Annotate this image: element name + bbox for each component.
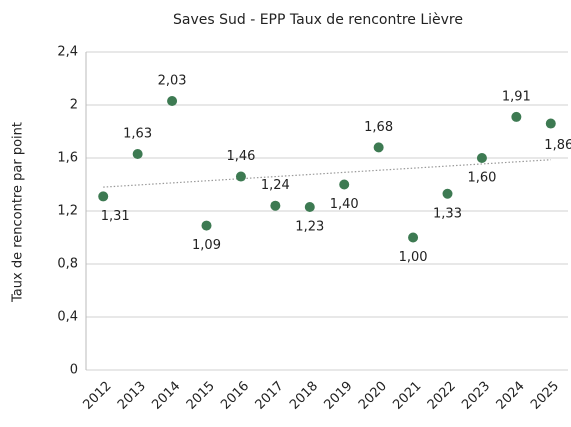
data-label: 1,31 xyxy=(101,209,130,224)
y-tick-label: 0,4 xyxy=(57,310,78,325)
data-point xyxy=(442,188,453,199)
data-point xyxy=(373,142,384,153)
x-tick-label: 2025 xyxy=(528,379,562,413)
data-point xyxy=(511,111,522,122)
data-label: 1,68 xyxy=(364,120,393,135)
data-label: 1,86 xyxy=(544,138,571,153)
chart-title: Saves Sud - EPP Taux de rencontre Lièvre xyxy=(173,12,463,28)
x-tick-label: 2014 xyxy=(149,379,183,413)
x-tick-label: 2023 xyxy=(459,379,493,413)
x-tick-label: 2024 xyxy=(494,379,528,413)
data-point xyxy=(304,202,315,213)
x-tick-label: 2013 xyxy=(115,379,149,413)
y-tick-label: 2,4 xyxy=(57,45,78,60)
data-label: 1,09 xyxy=(192,238,221,253)
x-tick-label: 2017 xyxy=(253,379,287,413)
y-tick-label: 2 xyxy=(70,98,78,113)
data-point xyxy=(476,153,487,163)
x-tick-label: 2012 xyxy=(81,379,115,413)
data-label: 1,60 xyxy=(467,171,496,186)
data-point xyxy=(270,200,281,211)
x-tick-label: 2018 xyxy=(287,379,321,413)
data-label: 1,46 xyxy=(226,149,255,164)
data-label: 1,40 xyxy=(330,197,359,212)
x-tick-label: 2021 xyxy=(390,379,424,413)
data-label: 1,00 xyxy=(399,250,428,265)
data-point xyxy=(98,191,109,202)
data-point xyxy=(545,118,556,129)
y-tick-label: 0 xyxy=(70,363,78,378)
data-point xyxy=(201,220,212,231)
data-point xyxy=(132,149,143,160)
x-tick-label: 2019 xyxy=(322,379,356,413)
data-point xyxy=(235,171,246,182)
data-label: 1,33 xyxy=(433,206,462,221)
x-tick-label: 2016 xyxy=(218,379,252,413)
data-point xyxy=(339,179,350,190)
y-axis-title: Taux de rencontre par point xyxy=(11,122,26,303)
y-tick-label: 1,6 xyxy=(57,151,78,166)
x-tick-label: 2022 xyxy=(425,379,459,413)
data-point xyxy=(408,232,419,243)
data-label: 1,24 xyxy=(261,178,290,193)
x-tick-label: 2015 xyxy=(184,379,218,413)
data-label: 1,63 xyxy=(123,127,152,142)
y-tick-label: 0,8 xyxy=(57,257,78,272)
data-label: 1,91 xyxy=(502,89,531,104)
y-tick-label: 1,2 xyxy=(57,204,78,219)
trendline xyxy=(103,159,551,188)
data-point xyxy=(167,96,178,107)
x-tick-label: 2020 xyxy=(356,379,390,413)
data-label: 2,03 xyxy=(158,74,187,89)
data-label: 1,23 xyxy=(295,220,324,235)
